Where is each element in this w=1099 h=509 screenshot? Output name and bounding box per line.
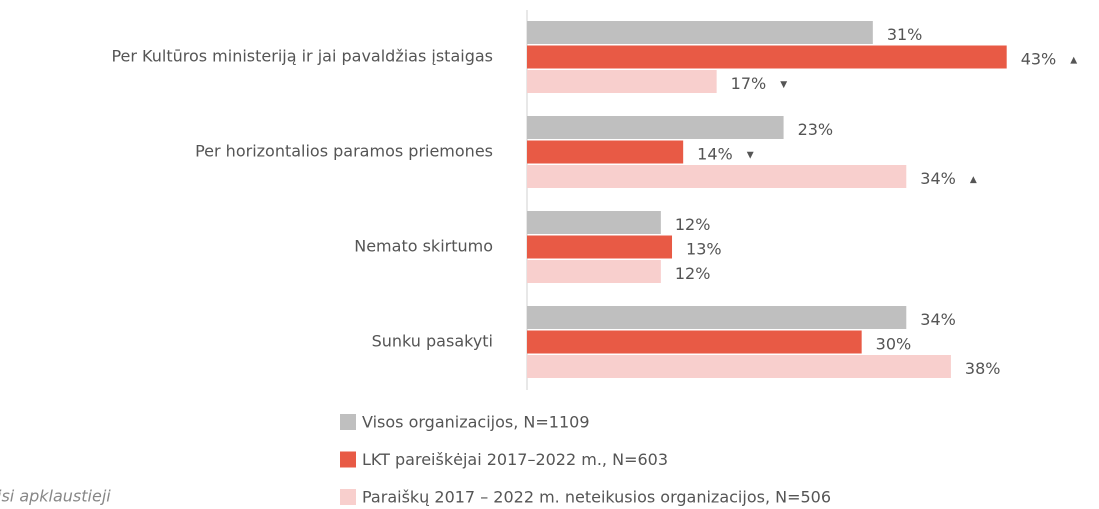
value-label: 12% (675, 215, 711, 234)
bar (527, 211, 661, 234)
legend-swatch (340, 414, 356, 430)
value-label: 38% (965, 359, 1001, 378)
category-label: Nemato skirtumo (354, 237, 493, 256)
value-label: 34% (920, 169, 956, 188)
bar (527, 235, 673, 259)
value-label: 43% (1021, 50, 1057, 69)
change-marker: ▼ (780, 80, 787, 90)
legend-label: Visos organizacijos, N=1109 (362, 413, 590, 432)
category-label: Sunku pasakyti (372, 332, 493, 351)
value-label: 17% (731, 74, 767, 93)
bar (527, 260, 661, 283)
category-label: Per horizontalios paramos priemones (195, 142, 493, 161)
category-label: Per Kultūros ministeriją ir jai pavaldži… (111, 47, 493, 66)
legend-label: Paraiškų 2017 – 2022 m. neteikusios orga… (362, 488, 831, 507)
value-label: 13% (686, 240, 722, 259)
legend-label: LKT pareiškėjai 2017–2022 m., N=603 (362, 450, 668, 469)
bar (527, 70, 717, 93)
bar (527, 355, 951, 378)
value-label: 31% (887, 25, 923, 44)
bar (527, 165, 907, 188)
bar (527, 140, 684, 164)
value-label: 12% (675, 264, 711, 283)
bar (527, 306, 907, 329)
bar (527, 116, 784, 139)
value-label: 23% (798, 120, 834, 139)
value-label: 34% (920, 310, 956, 329)
change-marker: ▲ (970, 175, 977, 185)
bar (527, 330, 862, 354)
legend-swatch (340, 489, 356, 505)
legend-swatch (340, 451, 356, 468)
value-label: 30% (876, 335, 912, 354)
footnote: isi apklaustieji (0, 487, 111, 506)
bar (527, 21, 873, 44)
value-label: 14% (697, 145, 733, 164)
bar (527, 45, 1007, 69)
change-marker: ▲ (1070, 56, 1077, 66)
change-marker: ▼ (747, 151, 754, 161)
